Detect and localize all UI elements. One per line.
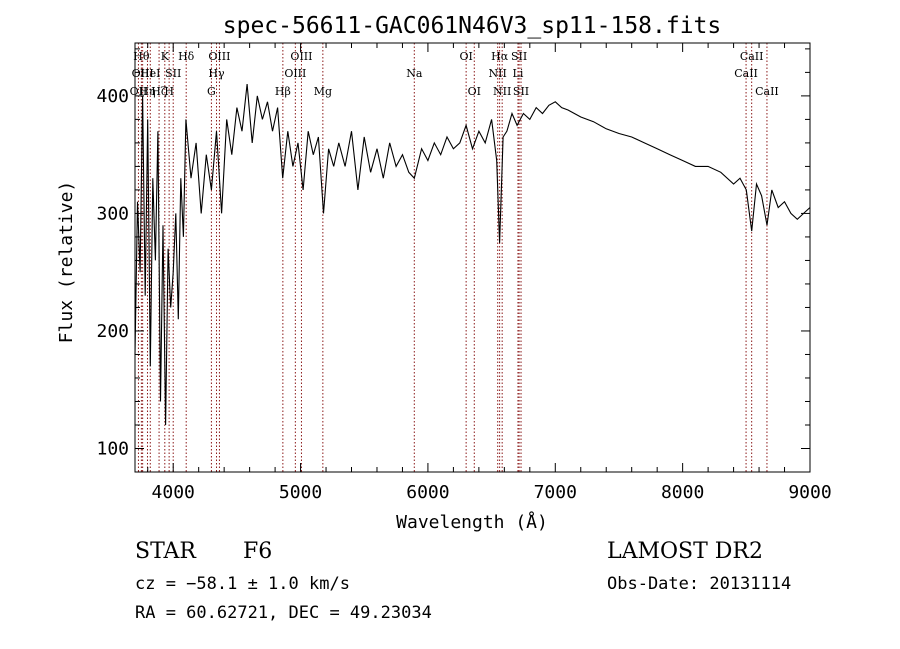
line-label-22: NII bbox=[493, 85, 511, 98]
line-label-15: OIII bbox=[290, 50, 312, 63]
chart-title: spec-56611-GAC061N46V3_sp11-158.fits bbox=[223, 13, 722, 39]
y-axis-ticks: 100 200 300 400 bbox=[96, 48, 810, 459]
line-label-19: OI bbox=[468, 85, 481, 98]
line-label-13: Hβ bbox=[275, 85, 291, 98]
line-label-8: SII bbox=[165, 67, 181, 80]
x-tick-label-5000: 5000 bbox=[279, 482, 322, 503]
line-label-24: SII bbox=[511, 50, 527, 63]
line-label-1: Hθ bbox=[133, 50, 150, 63]
line-label-0: OII bbox=[130, 85, 148, 98]
line-label-9: Hδ bbox=[178, 50, 195, 63]
x-tick-label-8000: 8000 bbox=[661, 482, 704, 503]
y-tick-label-300: 300 bbox=[96, 203, 129, 224]
line-label-2: OIII bbox=[132, 67, 154, 80]
y-tick-label-200: 200 bbox=[96, 321, 129, 342]
line-label-4: HeI bbox=[140, 67, 160, 80]
line-label-5: Hζ bbox=[151, 85, 167, 98]
line-label-16: Mg bbox=[314, 85, 332, 98]
line-label-6: K bbox=[161, 50, 170, 63]
line-label-17: Na bbox=[406, 67, 423, 80]
x-tick-label-6000: 6000 bbox=[406, 482, 449, 503]
line-label-7: H bbox=[164, 85, 174, 98]
line-label-14: OIII bbox=[284, 67, 306, 80]
x-tick-label-9000: 9000 bbox=[788, 482, 831, 503]
redshift-readout: cz = −58.1 ± 1.0 km/s bbox=[135, 574, 350, 594]
x-axis-label: Wavelength (Å) bbox=[396, 511, 548, 533]
line-label-18: OI bbox=[459, 50, 472, 63]
line-label-23: Li bbox=[513, 67, 524, 80]
plot-frame bbox=[134, 42, 811, 473]
survey-name: LAMOST DR2 bbox=[607, 539, 763, 564]
x-tick-label-4000: 4000 bbox=[152, 482, 195, 503]
object-class: STAR bbox=[135, 539, 196, 564]
emission-line-labels: OII Hθ OIII Hη HeI Hζ K H SII Hδ G Hγ OIII Hβ OIII OIII… bbox=[130, 50, 779, 98]
line-label-25: SII bbox=[513, 85, 529, 98]
line-label-21: Hα bbox=[491, 50, 509, 63]
x-axis-ticks: 4000 5000 6000 7000 8000 9000 bbox=[147, 43, 832, 503]
spectrum-line bbox=[134, 84, 811, 426]
line-label-28: CaII bbox=[755, 85, 779, 98]
x-tick-label-7000: 7000 bbox=[534, 482, 577, 503]
observation-date: Obs-Date: 20131114 bbox=[607, 574, 792, 594]
line-label-11: Hγ bbox=[208, 67, 225, 80]
line-label-26: CaII bbox=[734, 67, 758, 80]
y-tick-label-400: 400 bbox=[96, 86, 129, 107]
y-axis-label: Flux (relative) bbox=[56, 181, 77, 344]
line-label-20: NII bbox=[489, 67, 507, 80]
object-subclass: F6 bbox=[243, 539, 273, 564]
emission-line-markers bbox=[137, 43, 768, 472]
line-label-12: OIII bbox=[208, 50, 230, 63]
coordinates-readout: RA = 60.62721, DEC = 49.23034 bbox=[135, 603, 432, 623]
y-tick-label-100: 100 bbox=[96, 438, 129, 459]
line-label-3: Hη bbox=[139, 85, 155, 98]
line-label-10: G bbox=[207, 85, 216, 98]
line-label-27: CaII bbox=[740, 50, 764, 63]
